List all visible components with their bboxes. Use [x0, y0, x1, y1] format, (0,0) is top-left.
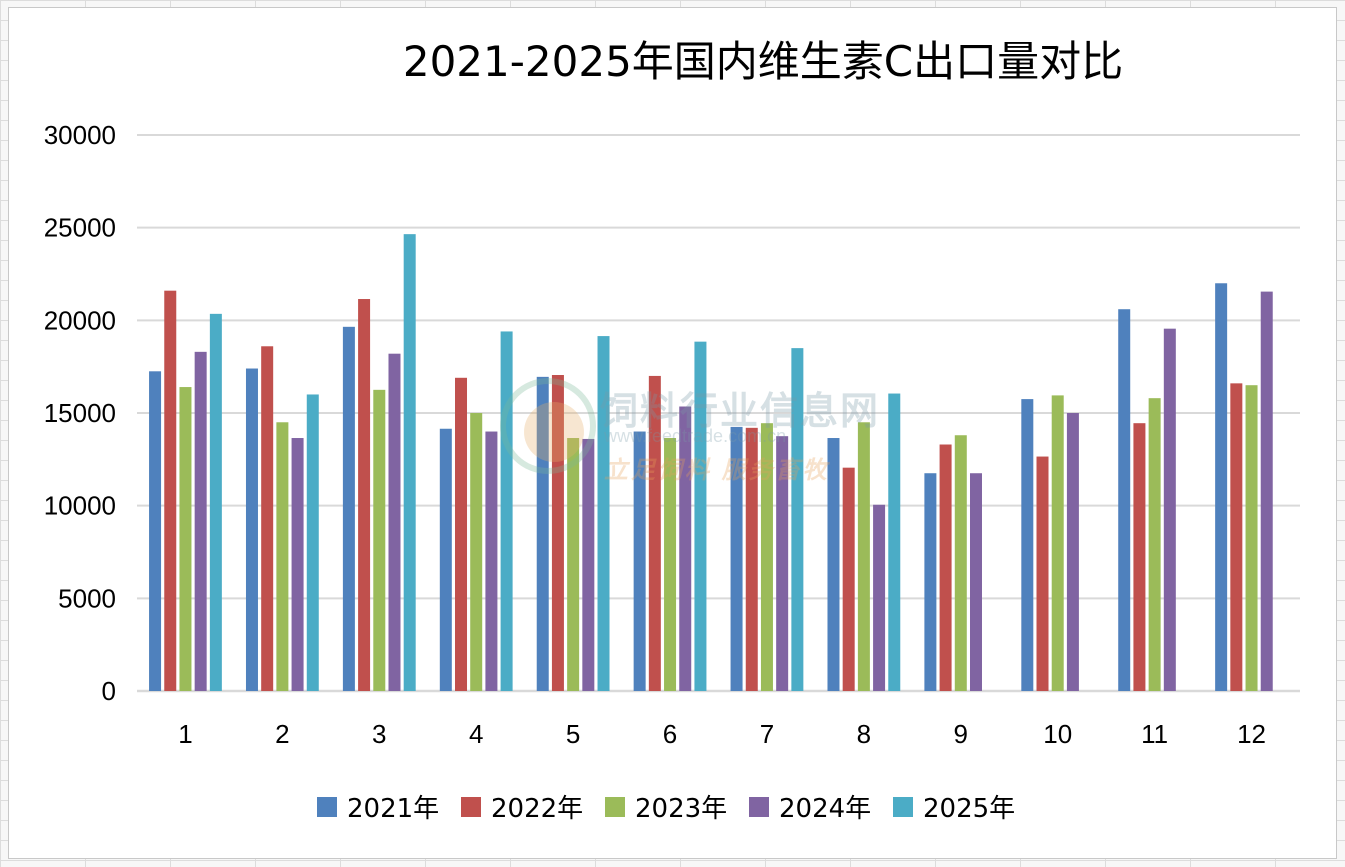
bar-2023年-month-3 — [373, 389, 386, 691]
legend-label-2025年: 2025年 — [923, 794, 1015, 824]
legend-swatch-2022年 — [461, 797, 481, 817]
x-tick-label-8: 8 — [857, 719, 871, 749]
bar-2022年-month-6 — [648, 375, 661, 691]
y-tick-label-10000: 10000 — [44, 491, 116, 521]
bar-2025年-month-2 — [306, 394, 319, 691]
y-tick-label-5000: 5000 — [58, 583, 116, 613]
x-tick-label-10: 10 — [1043, 719, 1072, 749]
x-tick-label-4: 4 — [469, 719, 483, 749]
bar-2021年-month-4 — [439, 428, 452, 691]
bar-2021年-month-7 — [730, 426, 743, 691]
bar-2021年-month-3 — [342, 326, 355, 691]
bar-2025年-month-1 — [209, 313, 222, 691]
bar-2021年-month-6 — [633, 431, 646, 691]
x-tick-label-3: 3 — [372, 719, 386, 749]
bar-2025年-month-7 — [791, 348, 804, 691]
x-axis-tick-labels: 1 2 3 4 5 6 7 8 9 10 11 12 — [178, 719, 1266, 749]
x-tick-label-2: 2 — [275, 719, 289, 749]
legend-swatch-2025年 — [893, 797, 913, 817]
bar-2024年-month-10 — [1066, 413, 1079, 691]
legend-label-2023年: 2023年 — [635, 794, 727, 824]
y-axis-tick-labels: 0 5000 10000 15000 20000 25000 30000 — [44, 120, 116, 706]
bar-2022年-month-8 — [842, 467, 855, 691]
bar-2021年-month-2 — [245, 368, 258, 691]
x-tick-label-1: 1 — [178, 719, 192, 749]
bar-2023年-month-10 — [1051, 395, 1064, 691]
chart-area[interactable] — [8, 7, 1337, 859]
x-tick-label-12: 12 — [1237, 719, 1266, 749]
bar-2023年-month-11 — [1148, 398, 1161, 691]
bar-2024年-month-9 — [969, 473, 982, 691]
bar-2025年-month-8 — [888, 393, 901, 691]
y-tick-label-30000: 30000 — [44, 120, 116, 150]
bar-2024年-month-3 — [388, 353, 401, 691]
bar-2022年-month-4 — [455, 377, 468, 691]
bar-2025年-month-5 — [597, 336, 610, 691]
bars — [149, 234, 1273, 691]
bar-2023年-month-2 — [276, 422, 289, 691]
bar-2023年-month-8 — [857, 422, 870, 691]
bar-2021年-month-1 — [149, 371, 162, 691]
legend-label-2024年: 2024年 — [779, 794, 871, 824]
bar-2024年-month-1 — [194, 351, 207, 691]
bar-2024年-month-7 — [776, 436, 789, 691]
bar-2022年-month-12 — [1230, 383, 1243, 691]
bar-2022年-month-7 — [745, 427, 758, 691]
bar-2021年-month-5 — [536, 376, 549, 691]
bar-2025年-month-4 — [500, 331, 513, 691]
legend-label-2021年: 2021年 — [347, 794, 439, 824]
y-tick-label-0: 0 — [102, 676, 116, 706]
bar-2025年-month-6 — [694, 341, 707, 691]
bar-2023年-month-7 — [760, 423, 773, 691]
x-tick-label-5: 5 — [566, 719, 580, 749]
x-tick-label-11: 11 — [1141, 719, 1168, 749]
bar-2023年-month-12 — [1245, 385, 1258, 691]
chart-title: 2021-2025年国内维生素C出口量对比 — [403, 37, 1123, 86]
bar-2021年-month-10 — [1021, 399, 1034, 691]
bar-2022年-month-11 — [1133, 423, 1146, 691]
bar-2021年-month-11 — [1118, 309, 1131, 691]
bar-2022年-month-9 — [939, 444, 952, 691]
legend: 2021年 2022年 2023年 2024年 2025年 — [317, 794, 1015, 824]
y-tick-label-15000: 15000 — [44, 398, 116, 428]
x-tick-label-9: 9 — [954, 719, 968, 749]
bar-2024年-month-6 — [679, 406, 692, 691]
bar-2022年-month-3 — [358, 299, 371, 691]
bar-2024年-month-11 — [1163, 328, 1176, 691]
bar-2022年-month-2 — [261, 346, 274, 691]
bar-2022年-month-10 — [1036, 456, 1049, 691]
bar-2023年-month-4 — [470, 413, 483, 691]
legend-label-2022年: 2022年 — [491, 794, 583, 824]
legend-swatch-2023年 — [605, 797, 625, 817]
bar-2023年-month-1 — [179, 387, 192, 691]
y-tick-label-20000: 20000 — [44, 305, 116, 335]
legend-swatch-2021年 — [317, 797, 337, 817]
bar-2025年-month-3 — [403, 234, 416, 691]
bar-2024年-month-8 — [873, 504, 886, 691]
bar-2022年-month-5 — [551, 375, 564, 691]
bar-2024年-month-2 — [291, 438, 304, 691]
bar-2023年-month-9 — [954, 435, 967, 691]
bar-2021年-month-8 — [827, 438, 840, 691]
bar-2021年-month-12 — [1215, 283, 1228, 691]
x-tick-label-6: 6 — [663, 719, 677, 749]
legend-swatch-2024年 — [749, 797, 769, 817]
y-tick-label-25000: 25000 — [44, 213, 116, 243]
x-tick-label-7: 7 — [760, 719, 774, 749]
bar-2024年-month-5 — [582, 438, 595, 691]
bar-2022年-month-1 — [164, 290, 177, 691]
bar-2021年-month-9 — [924, 473, 937, 691]
gridlines — [137, 134, 1300, 693]
bar-2024年-month-12 — [1260, 291, 1273, 691]
bar-2024年-month-4 — [485, 431, 498, 691]
bar-2023年-month-6 — [664, 438, 677, 691]
bar-2023年-month-5 — [567, 438, 580, 691]
